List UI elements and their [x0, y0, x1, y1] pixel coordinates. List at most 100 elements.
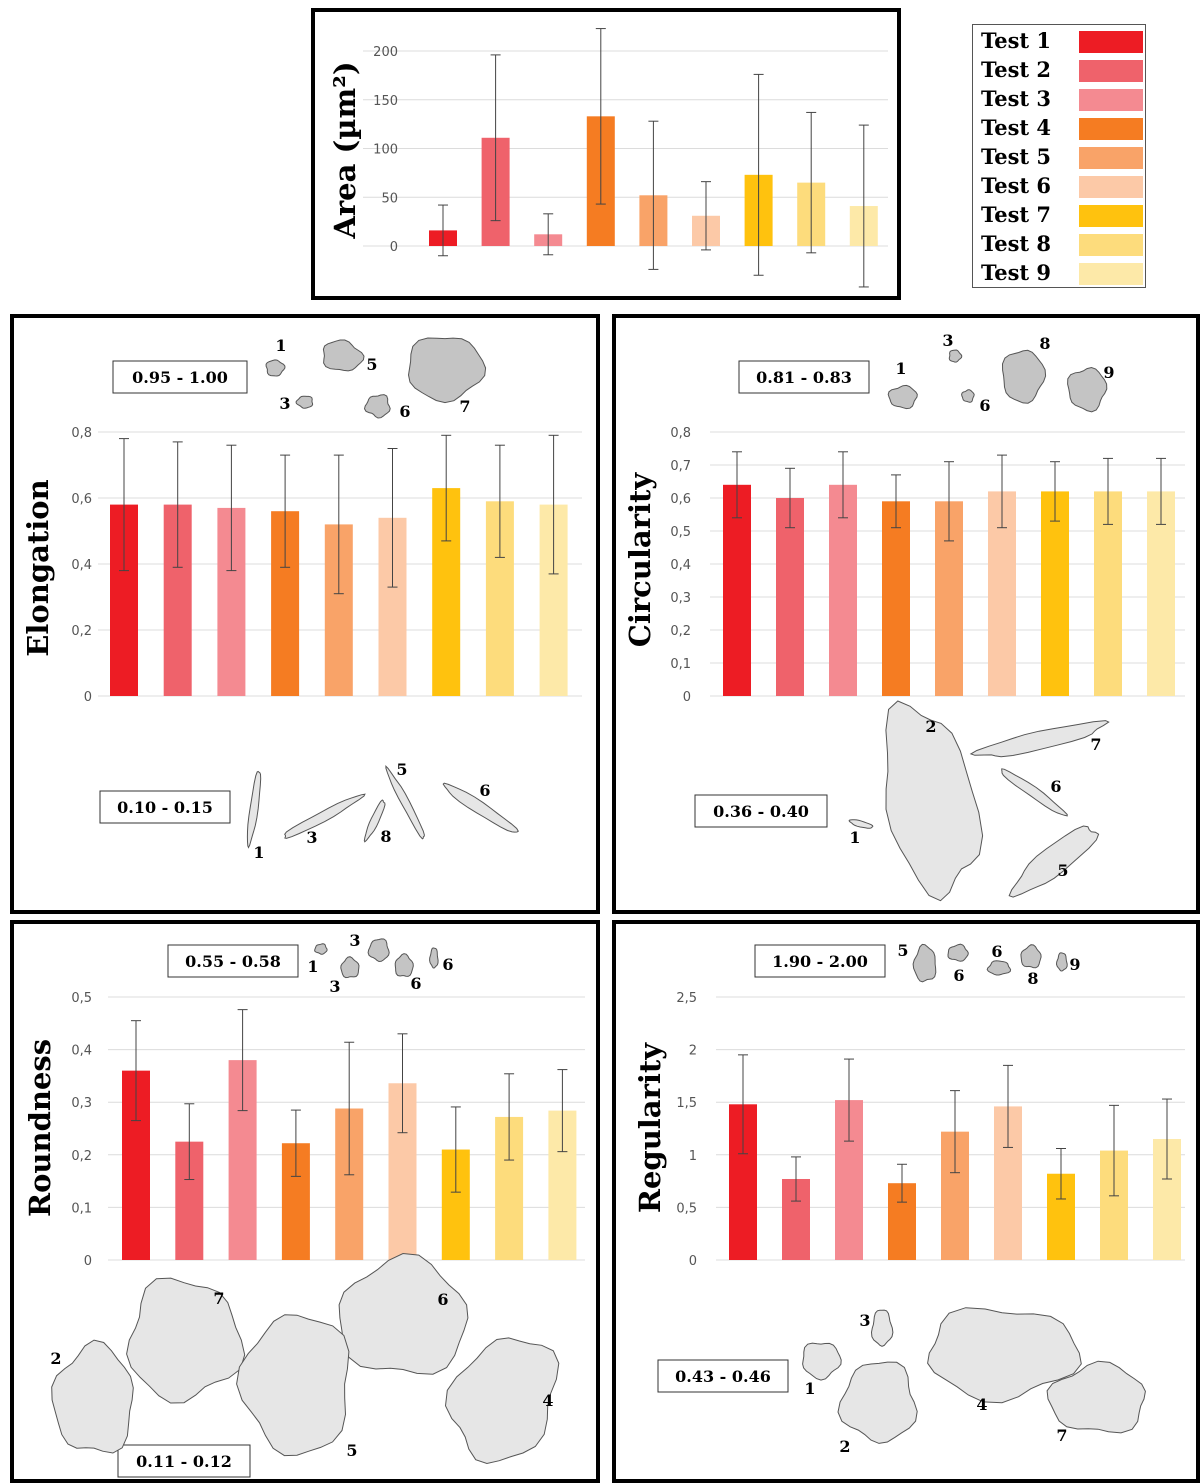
particle-id: 5 [346, 1441, 357, 1460]
y-axis-label: Regularity [633, 1042, 667, 1213]
y-tick-label: 0,1 [71, 1201, 92, 1216]
range-box [657, 1359, 789, 1393]
particle-id: 9 [1103, 363, 1114, 382]
particle-id: 1 [253, 843, 264, 862]
y-tick-label: 0 [390, 240, 398, 255]
particle-id: 1 [895, 359, 906, 378]
particle-id: 5 [1057, 861, 1068, 880]
particle-shape [363, 394, 391, 419]
particle-id: 1 [275, 336, 286, 355]
particle-shape [385, 764, 425, 840]
y-tick-label: 0 [689, 1254, 697, 1269]
bar [1041, 491, 1069, 696]
particle-shape [870, 1309, 894, 1347]
particle-id: 5 [897, 941, 908, 960]
particle-shape [367, 938, 390, 963]
y-tick-label: 0,2 [71, 624, 92, 639]
particle-id: 7 [1056, 1426, 1067, 1445]
legend-item: Test 9 [981, 259, 1143, 287]
range-label: 0.43 - 0.46 [675, 1367, 771, 1386]
particle-id: 3 [279, 394, 290, 413]
particle-shape [1067, 366, 1108, 413]
particle-id: 1 [804, 1379, 815, 1398]
particle-shape [802, 1342, 842, 1381]
bar [1147, 491, 1175, 696]
particle-shape [1008, 825, 1100, 898]
particle-shape [236, 1314, 350, 1457]
particle-id: 5 [366, 355, 377, 374]
particle-shape [969, 720, 1110, 758]
particle-shape [429, 947, 439, 969]
y-tick-label: 0,6 [71, 492, 92, 507]
legend-label: Test 7 [981, 202, 1052, 227]
y-tick-label: 0,8 [71, 426, 92, 441]
legend-label: Test 8 [981, 231, 1052, 256]
particle-id: 6 [479, 781, 490, 800]
particle-shape [961, 389, 975, 403]
particle-shape [340, 956, 360, 979]
y-tick-label: 1,5 [676, 1096, 697, 1111]
y-tick-label: 0,4 [670, 558, 691, 573]
particle-id: 4 [976, 1395, 987, 1414]
particle-id: 7 [1090, 735, 1101, 754]
range-label: 0.36 - 0.40 [713, 802, 809, 821]
range-box [167, 944, 299, 978]
particle-shape [284, 793, 366, 839]
particle-shape [338, 1252, 469, 1375]
range-box [112, 360, 248, 394]
y-tick-label: 2,5 [676, 991, 697, 1006]
legend-swatch [1079, 176, 1143, 198]
y-tick-label: 0,5 [71, 991, 92, 1006]
y-axis-label: Elongation [21, 479, 55, 656]
particle-id: 2 [50, 1349, 61, 1368]
particle-id: 8 [380, 827, 391, 846]
y-tick-label: 0,2 [71, 1149, 92, 1164]
y-tick-label: 0,6 [670, 492, 691, 507]
legend-item: Test 1 [981, 27, 1143, 55]
particle-shape [1001, 349, 1047, 404]
particle-id: 2 [839, 1437, 850, 1456]
legend-label: Test 5 [981, 144, 1052, 169]
legend-label: Test 9 [981, 260, 1052, 285]
particle-shape [1020, 944, 1042, 969]
particle-id: 6 [979, 396, 990, 415]
particle-shape [947, 943, 969, 962]
legend-swatch [1079, 60, 1143, 82]
range-label: 0.11 - 0.12 [136, 1452, 232, 1471]
particle-id: 4 [542, 1391, 553, 1410]
legend-item: Test 7 [981, 201, 1143, 229]
y-tick-label: 0,5 [676, 1201, 697, 1216]
range-label: 0.95 - 1.00 [132, 368, 228, 387]
y-tick-label: 1 [689, 1149, 697, 1164]
particle-id: 3 [942, 331, 953, 350]
legend-label: Test 3 [981, 86, 1052, 111]
particle-id: 3 [859, 1311, 870, 1330]
range-label: 1.90 - 2.00 [772, 952, 868, 971]
particle-shape [295, 395, 314, 409]
particle-shape [885, 700, 984, 902]
range-label: 0.81 - 0.83 [756, 368, 852, 387]
y-axis-label: Roundness [23, 1039, 57, 1217]
legend-item: Test 5 [981, 143, 1143, 171]
particle-shape [363, 799, 386, 843]
legend-label: Test 1 [981, 28, 1052, 53]
particle-id: 3 [349, 931, 360, 950]
y-tick-label: 0,4 [71, 1044, 92, 1059]
range-box [694, 794, 828, 828]
legend-item: Test 2 [981, 56, 1143, 84]
y-tick-label: 0,5 [670, 525, 691, 540]
particle-id: 6 [953, 966, 964, 985]
particle-id: 5 [396, 760, 407, 779]
bar [776, 498, 804, 696]
legend-label: Test 6 [981, 173, 1052, 198]
range-box [754, 944, 886, 978]
particle-shape [394, 953, 414, 977]
y-axis-label: Area (µm²) [328, 61, 362, 239]
y-tick-label: 0,2 [670, 624, 691, 639]
particle-shape [1046, 1360, 1146, 1434]
particle-shape [314, 943, 328, 955]
y-tick-label: 2 [689, 1044, 697, 1059]
particle-shape [837, 1361, 918, 1444]
y-axis-label: Circularity [623, 472, 657, 648]
